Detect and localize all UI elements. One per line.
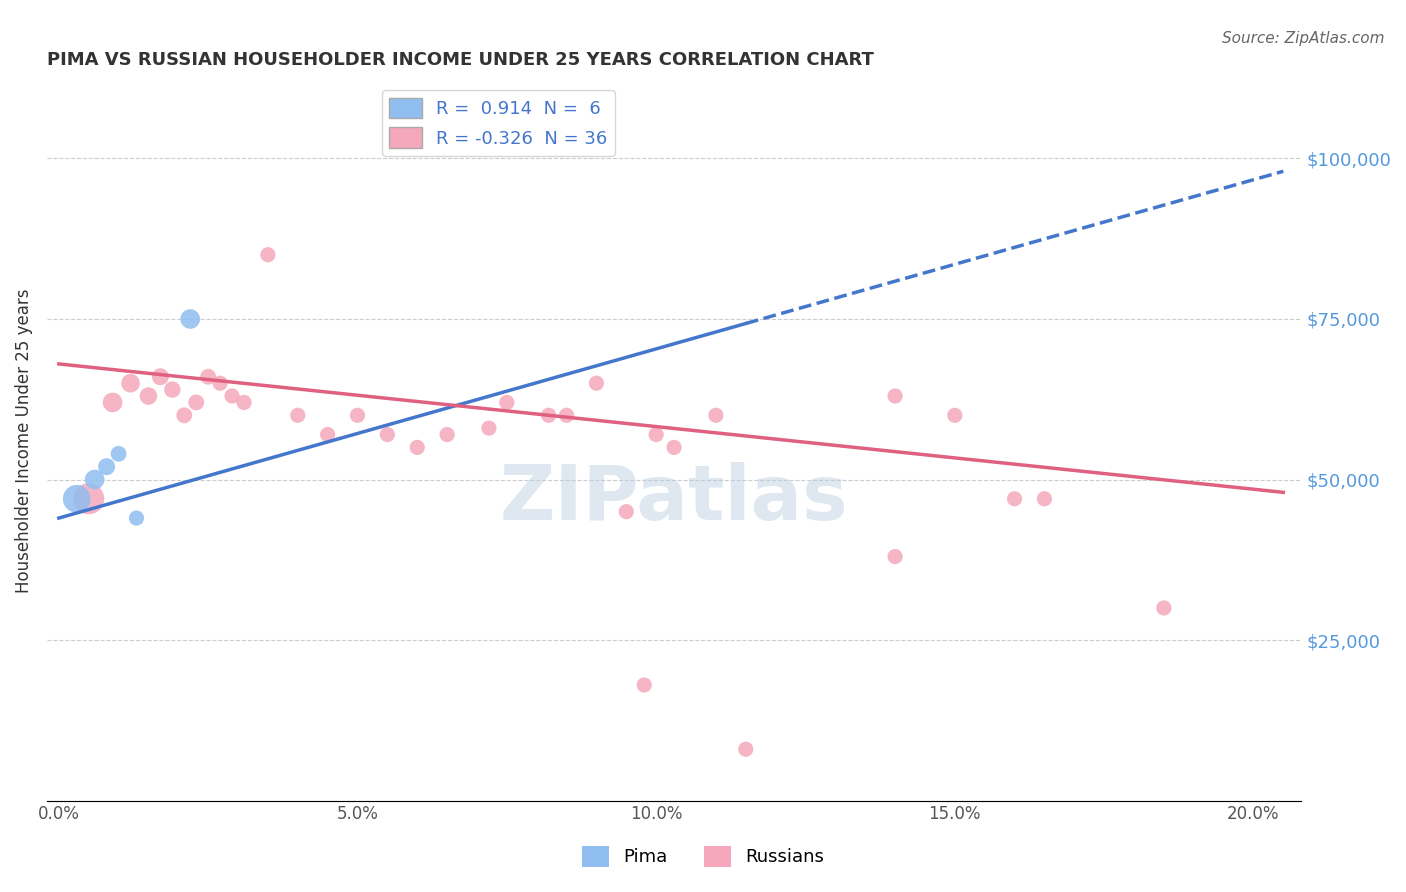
Point [83, 473, 105, 487]
Legend: R =  0.914  N =  6, R = -0.326  N = 36: R = 0.914 N = 6, R = -0.326 N = 36 [382, 90, 614, 155]
Point [633, 678, 655, 692]
Point [537, 409, 560, 423]
Point [662, 441, 685, 455]
Point [186, 395, 208, 409]
Text: ZIPatlas: ZIPatlas [499, 461, 848, 535]
Point [406, 441, 429, 455]
Point [1033, 491, 1056, 506]
Point [478, 421, 501, 435]
Point [233, 395, 256, 409]
Point [555, 409, 578, 423]
Text: Source: ZipAtlas.com: Source: ZipAtlas.com [1222, 31, 1385, 46]
Point [316, 427, 339, 442]
Point [436, 427, 458, 442]
Text: PIMA VS RUSSIAN HOUSEHOLDER INCOME UNDER 25 YEARS CORRELATION CHART: PIMA VS RUSSIAN HOUSEHOLDER INCOME UNDER… [46, 51, 873, 69]
Point [101, 395, 124, 409]
Point [162, 383, 184, 397]
Point [221, 389, 243, 403]
Point [884, 549, 907, 564]
Point [734, 742, 756, 756]
Point [120, 376, 142, 391]
Point [884, 389, 907, 403]
Point [96, 459, 118, 474]
Point [149, 369, 172, 384]
Point [125, 511, 148, 525]
Point [614, 505, 637, 519]
Point [495, 395, 517, 409]
Point [1153, 601, 1175, 615]
Point [645, 427, 668, 442]
Point [107, 447, 129, 461]
Legend: Pima, Russians: Pima, Russians [575, 838, 831, 874]
Y-axis label: Householder Income Under 25 years: Householder Income Under 25 years [15, 289, 32, 593]
Point [66, 491, 89, 506]
Point [704, 409, 727, 423]
Point [173, 409, 195, 423]
Point [257, 248, 280, 262]
Point [346, 409, 368, 423]
Point [197, 369, 219, 384]
Point [179, 312, 201, 326]
Point [209, 376, 232, 391]
Point [377, 427, 399, 442]
Point [585, 376, 607, 391]
Point [77, 491, 100, 506]
Point [287, 409, 309, 423]
Point [943, 409, 966, 423]
Point [1004, 491, 1026, 506]
Point [138, 389, 160, 403]
